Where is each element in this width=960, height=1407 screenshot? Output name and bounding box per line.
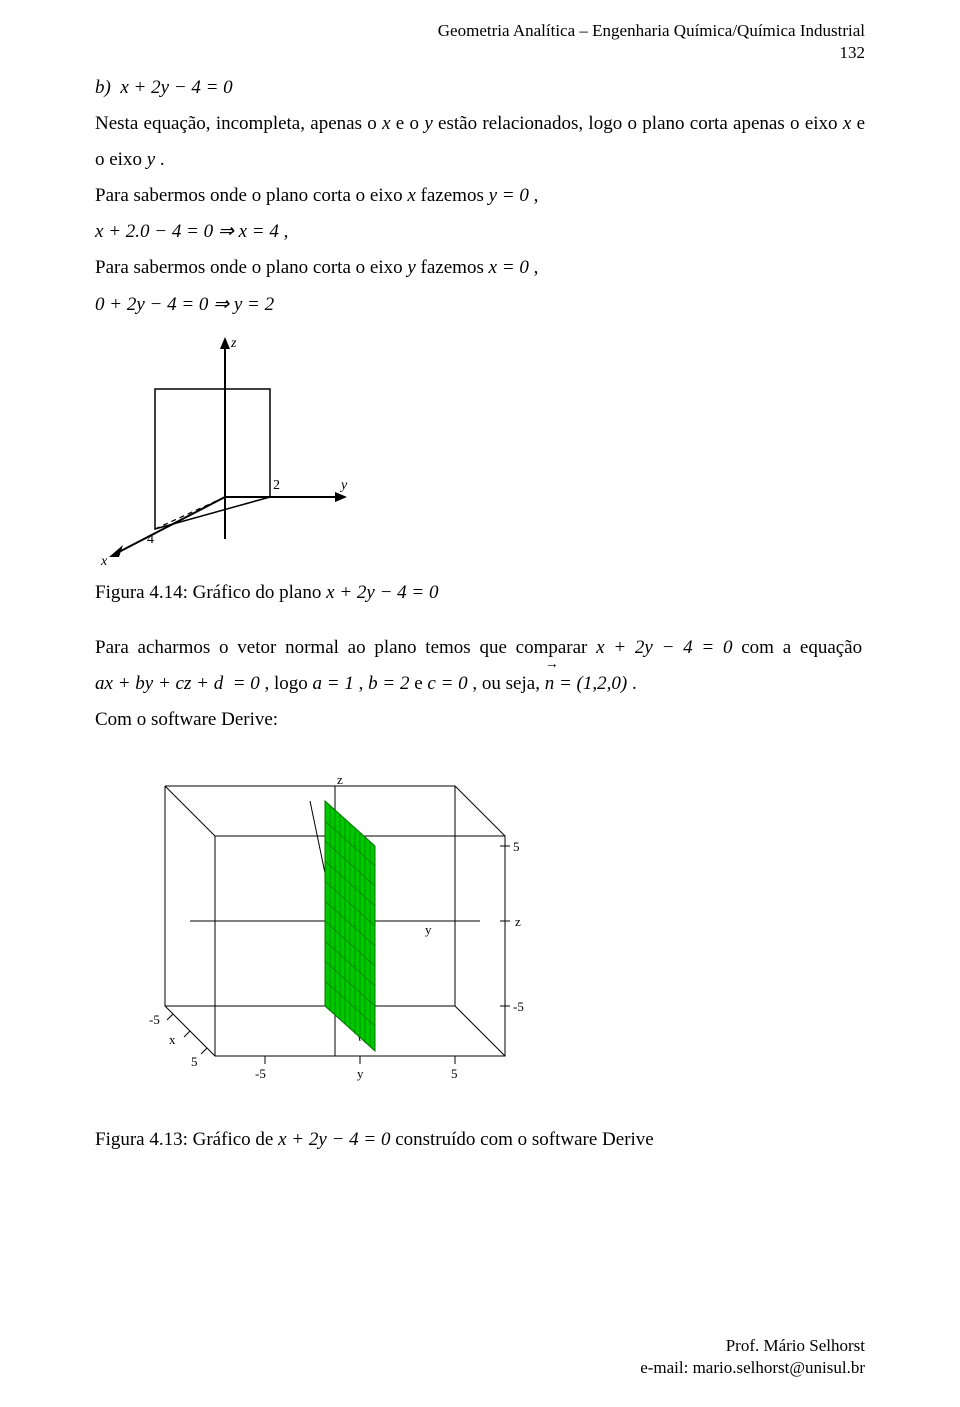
body-content: b) x + 2y − 4 = 0 Nesta equação, incompl… <box>95 70 865 1177</box>
eq-n: = (1,2,0) <box>559 673 627 694</box>
p3-b: fazemos <box>421 257 489 278</box>
tick-x-pos: 5 <box>191 1054 198 1069</box>
axis-y-label: y <box>339 478 348 493</box>
fig1-cap-a: Figura 4.14: Gráfico do plano <box>95 582 326 603</box>
paragraph-4: Para acharmos o vetor normal ao plano te… <box>95 630 865 666</box>
p4-a: Para acharmos o vetor normal ao plano te… <box>95 637 596 658</box>
tick-z-neg: -5 <box>513 999 524 1014</box>
p3-a: Para sabermos onde o plano corta o eixo <box>95 257 407 278</box>
eq-c: c = 0 <box>427 673 467 694</box>
paragraph-2: Para sabermos onde o plano corta o eixo … <box>95 178 865 214</box>
paragraph-5: ax + by + cz + d = 0 , logo a = 1 , b = … <box>95 666 865 702</box>
page: Geometria Analítica – Engenharia Química… <box>0 0 960 1407</box>
var-y-3: y <box>407 257 415 278</box>
p3-c: , <box>534 257 539 278</box>
figure-1-caption: Figura 4.14: Gráfico do plano x + 2y − 4… <box>95 575 865 611</box>
figure-2-caption: Figura 4.13: Gráfico de x + 2y − 4 = 0 c… <box>95 1122 865 1158</box>
eq-general: ax + by + cz + d = 0 <box>95 673 260 694</box>
footer-email: e-mail: mario.selhorst@unisul.br <box>640 1357 865 1379</box>
eq-a: a = 1 <box>313 673 354 694</box>
var-y-2: y <box>147 149 155 170</box>
equation-1: x + 2.0 − 4 = 0 ⇒ x = 4 , <box>95 214 865 250</box>
running-header: Geometria Analítica – Engenharia Química… <box>438 20 865 64</box>
p1-e: . <box>160 149 165 170</box>
p2-b: fazemos <box>421 185 489 206</box>
eq-item-b: b) x + 2y − 4 = 0 <box>95 77 233 98</box>
fig2-cap-a: Figura 4.13: Gráfico de <box>95 1129 278 1150</box>
tick-y-2: 2 <box>273 478 280 493</box>
var-y: y <box>424 113 432 134</box>
paragraph-3: Para sabermos onde o plano corta o eixo … <box>95 250 865 286</box>
fig2-cap-c: construído com o software Derive <box>395 1129 654 1150</box>
p5-b: e <box>414 673 427 694</box>
fig2-cap-eq: x + 2y − 4 = 0 <box>278 1129 390 1150</box>
fig1-cap-eq: x + 2y − 4 = 0 <box>326 582 438 603</box>
axis-x-label: x <box>100 554 108 569</box>
axis-x-label-2: x <box>169 1032 176 1047</box>
axis-z-label: z <box>230 336 237 351</box>
page-number: 132 <box>438 42 865 64</box>
axis-z-label-2: z <box>337 772 343 787</box>
figure-1: z y x 2 4 <box>95 329 865 569</box>
tick-y-pos: 5 <box>451 1066 458 1081</box>
p2-c: , <box>534 185 539 206</box>
axis-y-bottom: y <box>357 1066 364 1081</box>
green-plane <box>325 801 375 1051</box>
paragraph-1: Nesta equação, incompleta, apenas o x e … <box>95 106 865 178</box>
tick-x-4: 4 <box>147 532 154 547</box>
equation-2: 0 + 2y − 4 = 0 ⇒ y = 2 <box>95 287 865 323</box>
footer: Prof. Mário Selhorst e-mail: mario.selho… <box>640 1335 865 1379</box>
p2-a: Para sabermos onde o plano corta o eixo <box>95 185 407 206</box>
p5-a: , logo <box>265 673 313 694</box>
tick-z-pos: 5 <box>513 839 520 854</box>
footer-author: Prof. Mário Selhorst <box>640 1335 865 1357</box>
eq-x0: x = 0 <box>489 257 529 278</box>
p1-a: Nesta equação, incompleta, apenas o <box>95 113 382 134</box>
axis-y-label-2: y <box>425 922 432 937</box>
eq-b: b = 2 <box>368 673 409 694</box>
p5-c: , ou seja, <box>472 673 544 694</box>
figure-1-svg: z y x 2 4 <box>95 329 355 569</box>
course-title: Geometria Analítica – Engenharia Química… <box>438 21 865 40</box>
p4-b: com a equação <box>741 637 862 658</box>
tick-y-neg: -5 <box>255 1066 266 1081</box>
tick-x-neg: -5 <box>149 1012 160 1027</box>
vector-n: n <box>545 666 555 702</box>
figure-2: z y 5 z -5 -5 y 5 -5 x <box>95 746 865 1116</box>
p1-b: e o <box>396 113 425 134</box>
eq-plane-2: x + 2y − 4 = 0 <box>596 637 732 658</box>
axis-z-side: z <box>515 914 521 929</box>
var-x-2: x <box>843 113 851 134</box>
p1-c: estão relacionados, logo o plano corta a… <box>438 113 843 134</box>
item-b-heading: b) x + 2y − 4 = 0 <box>95 70 865 106</box>
p5-d: . <box>632 673 637 694</box>
eq-y0: y = 0 <box>489 185 529 206</box>
var-x: x <box>382 113 390 134</box>
derive-line: Com o software Derive: <box>95 702 865 738</box>
figure-2-svg: z y 5 z -5 -5 y 5 -5 x <box>95 746 525 1116</box>
var-x-3: x <box>407 185 415 206</box>
